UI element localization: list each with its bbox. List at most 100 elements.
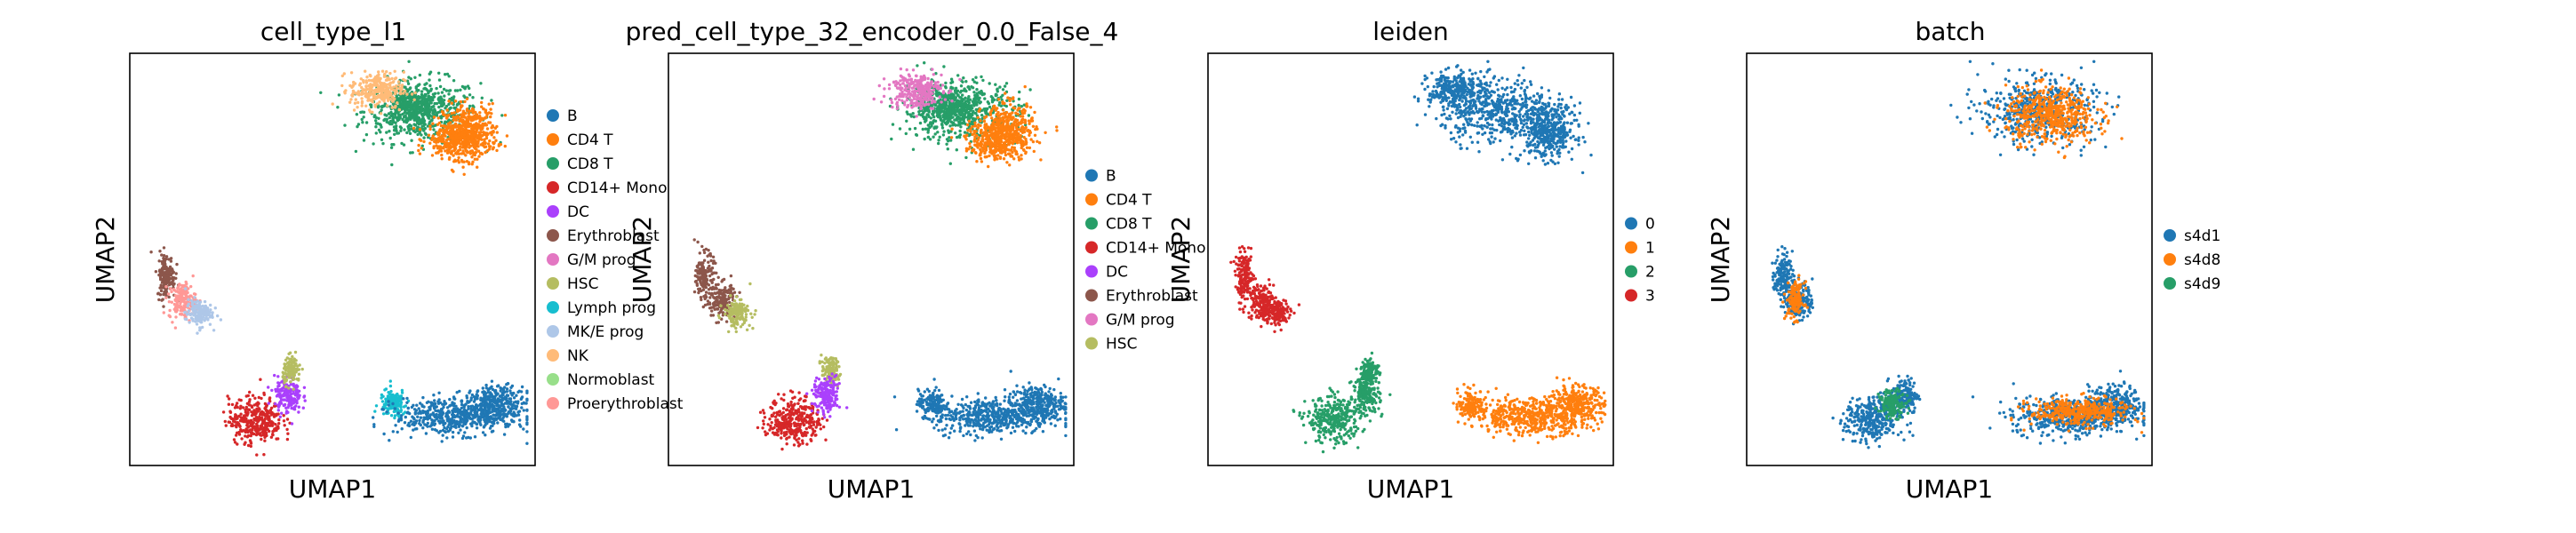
data-point xyxy=(421,127,425,131)
data-point xyxy=(364,69,367,73)
data-point xyxy=(286,432,290,435)
data-point xyxy=(499,410,502,413)
data-point xyxy=(416,84,420,88)
data-point xyxy=(185,313,189,316)
data-point xyxy=(423,417,428,420)
data-point xyxy=(277,418,281,422)
data-point xyxy=(268,409,273,412)
data-point xyxy=(489,115,492,119)
data-point xyxy=(464,402,468,406)
data-point xyxy=(932,115,936,119)
data-point xyxy=(262,453,266,457)
data-point xyxy=(283,378,286,382)
data-point xyxy=(461,143,466,147)
data-point xyxy=(394,104,397,108)
data-point xyxy=(962,121,965,124)
data-point xyxy=(442,103,445,107)
data-point xyxy=(1004,153,1008,157)
data-point xyxy=(406,82,411,85)
data-point xyxy=(360,85,364,90)
data-point xyxy=(978,96,981,100)
data-point xyxy=(159,289,164,293)
data-point xyxy=(250,431,254,434)
data-point xyxy=(472,128,476,131)
data-point xyxy=(427,91,430,95)
data-point xyxy=(481,390,484,394)
data-point xyxy=(385,410,388,414)
data-point xyxy=(516,413,521,417)
data-point xyxy=(178,298,181,301)
data-point xyxy=(388,130,391,133)
data-point xyxy=(410,127,413,131)
data-point xyxy=(1028,106,1033,109)
data-point xyxy=(417,106,420,110)
data-point xyxy=(267,418,270,422)
data-point xyxy=(348,100,352,104)
data-point xyxy=(260,437,263,442)
data-point xyxy=(921,115,925,119)
data-point xyxy=(367,78,371,83)
data-point xyxy=(967,104,971,107)
data-point xyxy=(162,305,165,308)
data-point xyxy=(436,123,440,126)
data-point xyxy=(405,131,409,135)
data-point xyxy=(1023,109,1027,113)
data-point xyxy=(437,78,442,82)
data-point xyxy=(413,410,417,415)
data-point xyxy=(402,91,405,95)
data-point xyxy=(337,93,341,97)
data-point xyxy=(381,412,386,416)
panel-pred-cell-type: pred_cell_type_32_encoder_0.0_False_4 UM… xyxy=(626,17,1206,504)
data-point xyxy=(413,76,417,80)
legend-item: Normoblast xyxy=(547,371,655,389)
data-point xyxy=(1020,115,1025,118)
data-point xyxy=(428,116,431,120)
data-point xyxy=(409,77,412,81)
data-point xyxy=(244,408,247,411)
data-point xyxy=(432,394,436,397)
data-point xyxy=(1028,146,1032,150)
data-point xyxy=(481,143,485,147)
data-point xyxy=(1005,99,1009,103)
data-point xyxy=(1033,110,1036,115)
data-point xyxy=(476,157,479,161)
data-point xyxy=(283,389,286,394)
data-point xyxy=(974,107,979,112)
data-point xyxy=(525,389,529,393)
data-point xyxy=(460,152,463,155)
data-point xyxy=(452,115,455,119)
data-point xyxy=(255,422,259,426)
data-point xyxy=(271,433,275,437)
data-point xyxy=(195,310,198,314)
data-point xyxy=(504,402,508,405)
data-point xyxy=(388,379,392,383)
data-point xyxy=(162,254,166,258)
data-point xyxy=(238,425,242,428)
data-point xyxy=(285,418,290,421)
data-point xyxy=(180,312,184,316)
data-point xyxy=(412,423,416,427)
data-point xyxy=(495,131,499,134)
data-point xyxy=(441,420,444,425)
data-point xyxy=(282,414,285,418)
data-point xyxy=(432,146,436,150)
data-point xyxy=(492,409,495,412)
data-point xyxy=(505,383,508,386)
data-point xyxy=(230,402,235,407)
data-point xyxy=(915,132,918,137)
data-point xyxy=(483,139,486,144)
data-point xyxy=(505,134,509,138)
data-point xyxy=(954,96,958,99)
data-point xyxy=(365,76,369,79)
data-point xyxy=(171,268,174,273)
data-point xyxy=(297,372,301,376)
data-point xyxy=(463,115,467,119)
data-point xyxy=(1022,135,1026,139)
data-point xyxy=(485,127,490,131)
data-point xyxy=(413,91,417,95)
data-point xyxy=(481,400,485,404)
data-point xyxy=(979,156,983,161)
data-point xyxy=(428,141,432,145)
data-point xyxy=(441,434,444,437)
data-point xyxy=(493,388,498,393)
